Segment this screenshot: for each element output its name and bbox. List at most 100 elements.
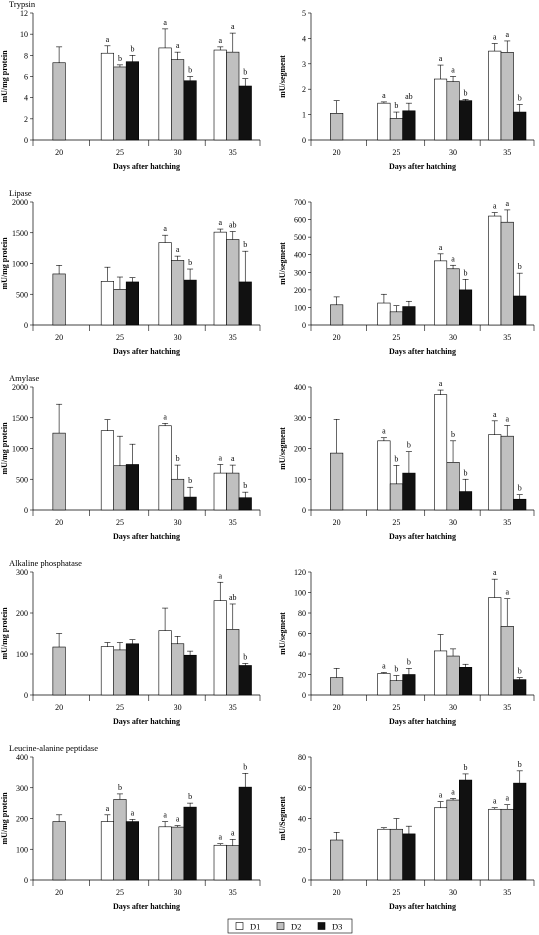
chart-title: Lipase [9, 188, 32, 198]
bar-d2 [389, 828, 403, 881]
significance-label: a [451, 254, 455, 263]
bar-d3 [402, 306, 416, 326]
y-tick-label: 400 [294, 383, 306, 392]
y-tick-label: 500 [294, 233, 306, 242]
significance-label: b [464, 763, 468, 772]
significance-label: b [394, 665, 398, 674]
significance-label: b [243, 240, 247, 249]
bar-d1 [100, 52, 114, 141]
significance-label: a [439, 243, 443, 252]
legend-label-d3: D3 [332, 922, 342, 932]
significance-label: a [176, 41, 180, 50]
y-tick-label: 20 [298, 671, 306, 680]
bar-d2 [446, 462, 460, 511]
significance-label: a [176, 815, 180, 824]
bar-d1 [213, 231, 227, 326]
significance-label: a [439, 54, 443, 63]
bar-d3 [513, 295, 527, 326]
significance-label: a [176, 245, 180, 254]
x-tick-label: 20 [55, 888, 63, 897]
bar-d3 [513, 782, 527, 881]
y-axis-label: mU/mg protein [0, 422, 9, 475]
significance-label: a [106, 804, 110, 813]
y-tick-label: 300 [294, 414, 306, 423]
bar-d2 [113, 799, 127, 881]
bar-d2 [171, 260, 185, 326]
bar-d1 [377, 828, 391, 881]
y-tick-label: 2 [24, 115, 28, 124]
significance-label: b [464, 468, 468, 477]
bar-d1 [488, 808, 502, 881]
bar-d1 [434, 807, 448, 881]
bar-d2 [330, 452, 344, 511]
bar-d3 [238, 786, 252, 881]
x-tick-label: 30 [174, 703, 182, 712]
bar-d1 [158, 47, 172, 141]
bar-d3 [402, 833, 416, 881]
significance-label: a [505, 414, 509, 423]
bar-d2 [113, 465, 127, 511]
bar-d3 [183, 496, 197, 511]
significance-label: a [493, 410, 497, 419]
x-axis-label: Days after hatching [113, 162, 180, 171]
bar-d1 [434, 78, 448, 141]
bar-d1 [100, 821, 114, 881]
bar-d3 [183, 80, 197, 141]
y-tick-label: 2 [302, 85, 306, 94]
bar-d2 [171, 59, 185, 141]
bar-d3 [402, 472, 416, 511]
y-tick-label: 0 [24, 506, 28, 515]
x-tick-label: 20 [55, 333, 63, 342]
bar-d2 [389, 311, 403, 326]
y-tick-label: 700 [294, 198, 306, 207]
legend-label-d1: D1 [250, 922, 260, 932]
x-axis-label: Days after hatching [113, 717, 180, 726]
y-tick-label: 80 [298, 609, 306, 618]
significance-label: a [382, 661, 386, 670]
y-tick-label: 400 [294, 251, 306, 260]
y-axis-label: mU/segment [278, 427, 287, 470]
significance-label: a [505, 30, 509, 39]
bar-d2 [500, 808, 514, 881]
significance-label: a [505, 588, 509, 597]
y-tick-label: 120 [294, 568, 306, 577]
bar-d1 [213, 472, 227, 511]
x-axis-label: Days after hatching [113, 532, 180, 541]
bar-d2 [226, 239, 240, 326]
significance-label: a [163, 811, 167, 820]
bar-d1 [488, 434, 502, 511]
bar-d3 [238, 497, 252, 511]
bar-d3 [513, 679, 527, 696]
significance-label: a [218, 571, 222, 580]
y-tick-label: 0 [302, 321, 306, 330]
bar-d2 [500, 52, 514, 141]
x-tick-label: 20 [333, 888, 341, 897]
bar-d2 [500, 221, 514, 326]
significance-label: a [439, 379, 443, 388]
bar-d2 [113, 649, 127, 696]
x-tick-label: 30 [174, 888, 182, 897]
significance-label: b [464, 88, 468, 97]
y-axis-label: mU/mg protein [0, 607, 9, 660]
bar-d2 [171, 478, 185, 511]
legend-label-d2: D2 [291, 922, 301, 932]
bar-d3 [125, 281, 139, 326]
chart-panel-2: 0 1 2 3 4 5 mU/segment 20 25 30 35 Days after hatch… [278, 9, 535, 171]
y-tick-label: 4 [24, 94, 28, 103]
significance-label: a [493, 568, 497, 577]
significance-label: b [243, 652, 247, 661]
significance-label: a [493, 32, 497, 41]
bar-d3 [125, 643, 139, 696]
y-tick-label: 1500 [12, 229, 28, 238]
bar-d1 [434, 394, 448, 511]
chart-panel-9: Leucine-alanine peptidase 0 100 200 300 400 mU… [0, 743, 261, 911]
x-tick-label: 25 [116, 888, 124, 897]
chart-panel-3: Lipase 0 500 1000 1500 2000 mU/mg protein 20 25 3… [0, 188, 261, 356]
y-tick-label: 1000 [12, 260, 28, 269]
x-tick-label: 25 [116, 148, 124, 157]
y-tick-label: 10 [20, 30, 28, 39]
y-tick-label: 500 [16, 290, 28, 299]
y-tick-label: 2000 [12, 383, 28, 392]
significance-label: ab [405, 92, 413, 101]
